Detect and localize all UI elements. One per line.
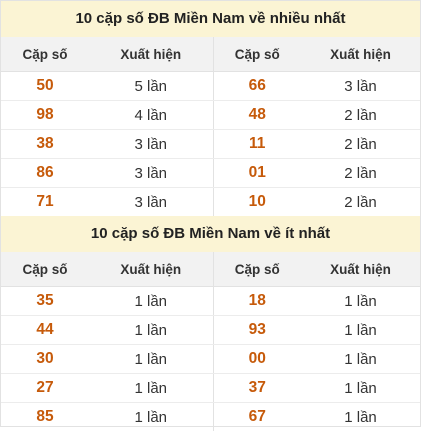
pair-number: 93	[213, 316, 301, 345]
table-header-row: Cặp số Xuất hiện Cặp số Xuất hiện	[1, 37, 420, 72]
table-header-row: Cặp số Xuất hiện Cặp số Xuất hiện	[1, 252, 420, 287]
occurrence-count: 1 lần	[89, 345, 213, 374]
occurrence-count: 3 lần	[89, 188, 213, 217]
header-occurrences: Xuất hiện	[89, 252, 213, 287]
pair-number: 10	[213, 188, 301, 217]
header-pair-number: Cặp số	[213, 252, 301, 287]
pair-number: 00	[213, 345, 301, 374]
pair-number: 86	[1, 159, 89, 188]
least-frequent-table: Cặp số Xuất hiện Cặp số Xuất hiện 35 1 l…	[1, 252, 420, 431]
header-occurrences: Xuất hiện	[301, 37, 420, 72]
occurrence-count: 5 lần	[89, 72, 213, 101]
occurrence-count: 2 lần	[301, 159, 420, 188]
occurrence-count: 1 lần	[89, 374, 213, 403]
least-frequent-title: 10 cặp số ĐB Miền Nam về ít nhất	[1, 216, 420, 252]
pair-number: 38	[1, 130, 89, 159]
occurrence-count: 1 lần	[301, 287, 420, 316]
header-occurrences: Xuất hiện	[301, 252, 420, 287]
pair-number: 27	[1, 374, 89, 403]
table-row: 98 4 lần 48 2 lần	[1, 101, 420, 130]
pair-number: 18	[213, 287, 301, 316]
occurrence-count: 1 lần	[301, 374, 420, 403]
occurrence-count: 4 lần	[89, 101, 213, 130]
pair-number: 98	[1, 101, 89, 130]
most-frequent-table: Cặp số Xuất hiện Cặp số Xuất hiện 50 5 l…	[1, 37, 420, 216]
occurrence-count: 1 lần	[89, 287, 213, 316]
occurrence-count: 3 lần	[301, 72, 420, 101]
pair-number: 37	[213, 374, 301, 403]
table-row: 50 5 lần 66 3 lần	[1, 72, 420, 101]
table-row: 71 3 lần 10 2 lần	[1, 188, 420, 217]
header-pair-number: Cặp số	[213, 37, 301, 72]
pair-number: 35	[1, 287, 89, 316]
occurrence-count: 2 lần	[301, 130, 420, 159]
pair-number: 71	[1, 188, 89, 217]
header-pair-number: Cặp số	[1, 37, 89, 72]
occurrence-count: 2 lần	[301, 101, 420, 130]
occurrence-count: 3 lần	[89, 159, 213, 188]
table-row: 86 3 lần 01 2 lần	[1, 159, 420, 188]
pair-number: 66	[213, 72, 301, 101]
pair-number: 50	[1, 72, 89, 101]
table-row: 30 1 lần 00 1 lần	[1, 345, 420, 374]
occurrence-count: 2 lần	[301, 188, 420, 217]
most-frequent-title: 10 cặp số ĐB Miền Nam về nhiều nhất	[1, 1, 420, 37]
table-row: 35 1 lần 18 1 lần	[1, 287, 420, 316]
table-row: 27 1 lần 37 1 lần	[1, 374, 420, 403]
pair-number: 44	[1, 316, 89, 345]
table-row: 44 1 lần 93 1 lần	[1, 316, 420, 345]
header-occurrences: Xuất hiện	[89, 37, 213, 72]
occurrence-count: 1 lần	[301, 345, 420, 374]
pair-number: 11	[213, 130, 301, 159]
occurrence-count: 1 lần	[301, 316, 420, 345]
occurrence-count: 3 lần	[89, 130, 213, 159]
pair-number: 30	[1, 345, 89, 374]
header-pair-number: Cặp số	[1, 252, 89, 287]
pair-number: 48	[213, 101, 301, 130]
table-row: 38 3 lần 11 2 lần	[1, 130, 420, 159]
pair-number: 01	[213, 159, 301, 188]
occurrence-count: 1 lần	[89, 316, 213, 345]
